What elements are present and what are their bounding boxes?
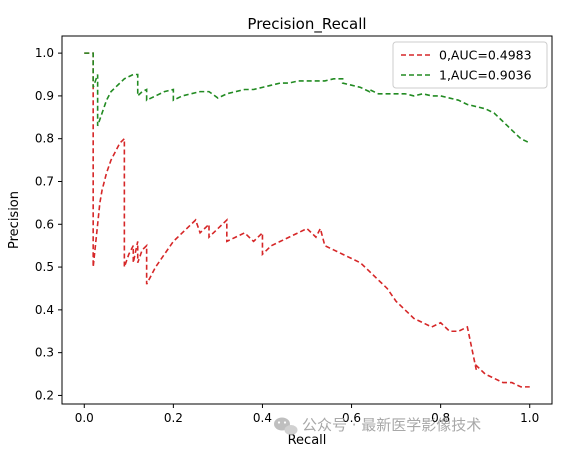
y-tick-label: 1.0 xyxy=(35,46,54,60)
x-tick-label: 0.6 xyxy=(342,411,361,425)
plot-frame xyxy=(61,35,553,405)
series-line-1 xyxy=(84,52,531,144)
y-tick-label: 0.9 xyxy=(35,89,54,103)
y-tick-label: 0.5 xyxy=(35,260,54,274)
legend: 0,AUC=0.4983 1,AUC=0.9036 xyxy=(392,41,548,89)
axis-ticks: 0.0 0.2 0.4 0.6 0.8 1.0 0.2 0.3 0.4 0.5 0.6 0.7 0.8 0… xyxy=(35,46,539,425)
series-layer xyxy=(84,52,531,388)
chart-title: Precision_Recall xyxy=(247,15,366,34)
y-tick-label: 0.3 xyxy=(35,346,54,360)
x-tick-label: 0.4 xyxy=(253,411,272,425)
y-tick-label: 0.6 xyxy=(35,217,54,231)
legend-label-series-0: 0,AUC=0.4983 xyxy=(439,48,532,63)
x-tick-label: 0.2 xyxy=(164,411,183,425)
x-tick-label: 0.8 xyxy=(431,411,450,425)
legend-label-series-1: 1,AUC=0.9036 xyxy=(439,68,532,83)
y-tick-label: 0.2 xyxy=(35,388,54,402)
series-line-0 xyxy=(84,52,530,388)
watermark-text: 公众号 · 最新医学影像技术 xyxy=(302,416,481,434)
plot-area xyxy=(62,36,552,404)
y-tick-label: 0.8 xyxy=(35,132,54,146)
wechat-icon xyxy=(274,417,298,435)
y-tick-label: 0.7 xyxy=(35,174,54,188)
x-tick-label: 1.0 xyxy=(520,411,539,425)
y-axis-label: Precision xyxy=(7,191,22,249)
x-axis-label: Recall xyxy=(288,433,327,448)
y-tick-label: 0.4 xyxy=(35,303,54,317)
watermark: 公众号 · 最新医学影像技术 xyxy=(274,416,481,435)
x-tick-label: 0.0 xyxy=(75,411,94,425)
legend-box xyxy=(392,41,548,89)
